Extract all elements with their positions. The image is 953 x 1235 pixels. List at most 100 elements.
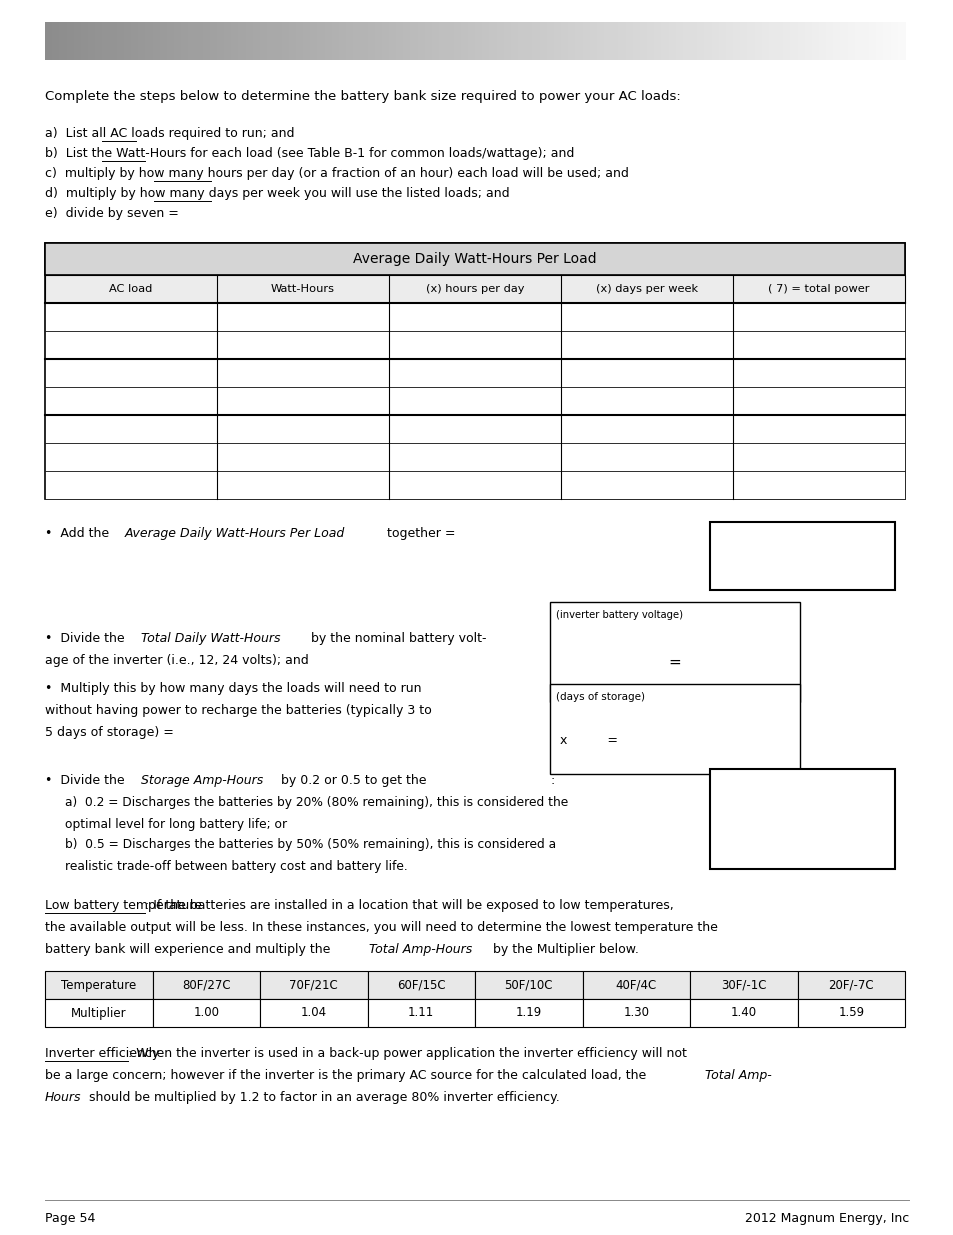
Bar — [131, 22, 139, 61]
Bar — [45, 387, 904, 415]
Bar — [95, 22, 103, 61]
Bar — [324, 22, 333, 61]
Text: (days of storage): (days of storage) — [556, 692, 644, 701]
Bar — [746, 22, 755, 61]
Text: together =: together = — [382, 527, 455, 540]
Bar — [811, 22, 820, 61]
Bar — [453, 22, 461, 61]
Bar — [618, 22, 626, 61]
Bar — [446, 22, 454, 61]
Bar — [181, 22, 189, 61]
Bar — [876, 22, 883, 61]
Text: : When the inverter is used in a back-up power application the inverter efficien: : When the inverter is used in a back-up… — [128, 1047, 686, 1060]
Text: ( 7) = total power: ( 7) = total power — [767, 284, 869, 294]
Bar — [45, 971, 152, 999]
Bar — [253, 22, 261, 61]
Text: Inverter efficiency: Inverter efficiency — [45, 1047, 159, 1060]
Text: 2012 Magnum Energy, Inc: 2012 Magnum Energy, Inc — [744, 1212, 908, 1225]
Bar — [575, 22, 583, 61]
Bar — [550, 601, 800, 701]
Bar — [145, 22, 153, 61]
Bar — [152, 22, 160, 61]
Bar — [840, 22, 848, 61]
Text: Hours: Hours — [45, 1091, 81, 1104]
Text: AC load: AC load — [110, 284, 152, 294]
Text: 1.11: 1.11 — [408, 1007, 434, 1020]
Bar — [67, 22, 74, 61]
Bar — [546, 22, 555, 61]
Bar — [639, 22, 647, 61]
Bar — [797, 971, 904, 999]
Bar — [202, 22, 211, 61]
Bar — [467, 22, 476, 61]
Bar — [797, 22, 805, 61]
Text: battery bank will experience and multiply the: battery bank will experience and multipl… — [45, 944, 334, 956]
Bar — [424, 22, 433, 61]
Bar — [45, 243, 904, 275]
Bar — [310, 22, 318, 61]
Text: c)  multiply by how many hours per day (or a fraction of an hour) each load will: c) multiply by how many hours per day (o… — [45, 167, 628, 180]
Text: by the Multiplier below.: by the Multiplier below. — [489, 944, 639, 956]
Bar — [646, 22, 655, 61]
Bar — [260, 971, 367, 999]
Bar — [45, 999, 152, 1028]
Bar — [59, 22, 68, 61]
Bar — [732, 22, 740, 61]
Bar — [45, 275, 904, 303]
Text: a)  List all AC loads required to run; and: a) List all AC loads required to run; an… — [45, 127, 294, 140]
Bar — [45, 303, 904, 331]
Text: : If the batteries are installed in a location that will be exposed to low tempe: : If the batteries are installed in a lo… — [145, 899, 673, 911]
Bar — [475, 971, 582, 999]
Bar — [868, 22, 877, 61]
Bar — [603, 22, 612, 61]
Bar — [45, 471, 904, 499]
Bar — [303, 22, 311, 61]
Bar — [260, 22, 268, 61]
Bar — [803, 22, 812, 61]
Bar — [274, 22, 282, 61]
Bar — [481, 22, 490, 61]
Bar — [833, 22, 841, 61]
Text: Total Amp-Hours: Total Amp-Hours — [369, 944, 472, 956]
Bar — [882, 22, 891, 61]
Bar — [332, 22, 339, 61]
Text: 1.59: 1.59 — [838, 1007, 863, 1020]
Text: :: : — [550, 774, 554, 787]
Text: Storage Amp-Hours: Storage Amp-Hours — [141, 774, 263, 787]
Bar — [862, 22, 869, 61]
Bar — [847, 22, 855, 61]
Text: age of the inverter (i.e., 12, 24 volts); and: age of the inverter (i.e., 12, 24 volts)… — [45, 655, 309, 667]
Text: by the nominal battery volt-: by the nominal battery volt- — [307, 632, 486, 645]
Bar — [797, 999, 904, 1028]
Bar — [532, 22, 540, 61]
Bar — [110, 22, 117, 61]
Text: Watt-Hours: Watt-Hours — [271, 284, 335, 294]
Bar — [367, 999, 475, 1028]
Bar — [854, 22, 862, 61]
Text: realistic trade-off between battery cost and battery life.: realistic trade-off between battery cost… — [65, 860, 407, 873]
Text: (inverter battery voltage): (inverter battery voltage) — [556, 610, 682, 620]
Bar — [246, 22, 253, 61]
Bar — [503, 22, 512, 61]
Bar — [560, 22, 569, 61]
Bar — [668, 22, 676, 61]
Bar — [346, 22, 354, 61]
Text: b)  0.5 = Discharges the batteries by 50% (50% remaining), this is considered a: b) 0.5 = Discharges the batteries by 50%… — [65, 839, 556, 851]
Bar — [682, 22, 690, 61]
Bar — [231, 22, 239, 61]
Text: Page 54: Page 54 — [45, 1212, 95, 1225]
Bar — [417, 22, 425, 61]
Text: Low battery temperature: Low battery temperature — [45, 899, 202, 911]
Bar — [782, 22, 790, 61]
Bar — [167, 22, 174, 61]
Text: Average Daily Watt-Hours Per Load: Average Daily Watt-Hours Per Load — [353, 252, 597, 266]
Text: •  Add the: • Add the — [45, 527, 113, 540]
Bar — [124, 22, 132, 61]
Bar — [210, 22, 218, 61]
Text: e)  divide by seven =: e) divide by seven = — [45, 207, 179, 220]
Bar — [45, 243, 904, 499]
Bar — [597, 22, 604, 61]
Bar — [367, 22, 375, 61]
Bar — [768, 22, 776, 61]
Bar — [725, 22, 733, 61]
